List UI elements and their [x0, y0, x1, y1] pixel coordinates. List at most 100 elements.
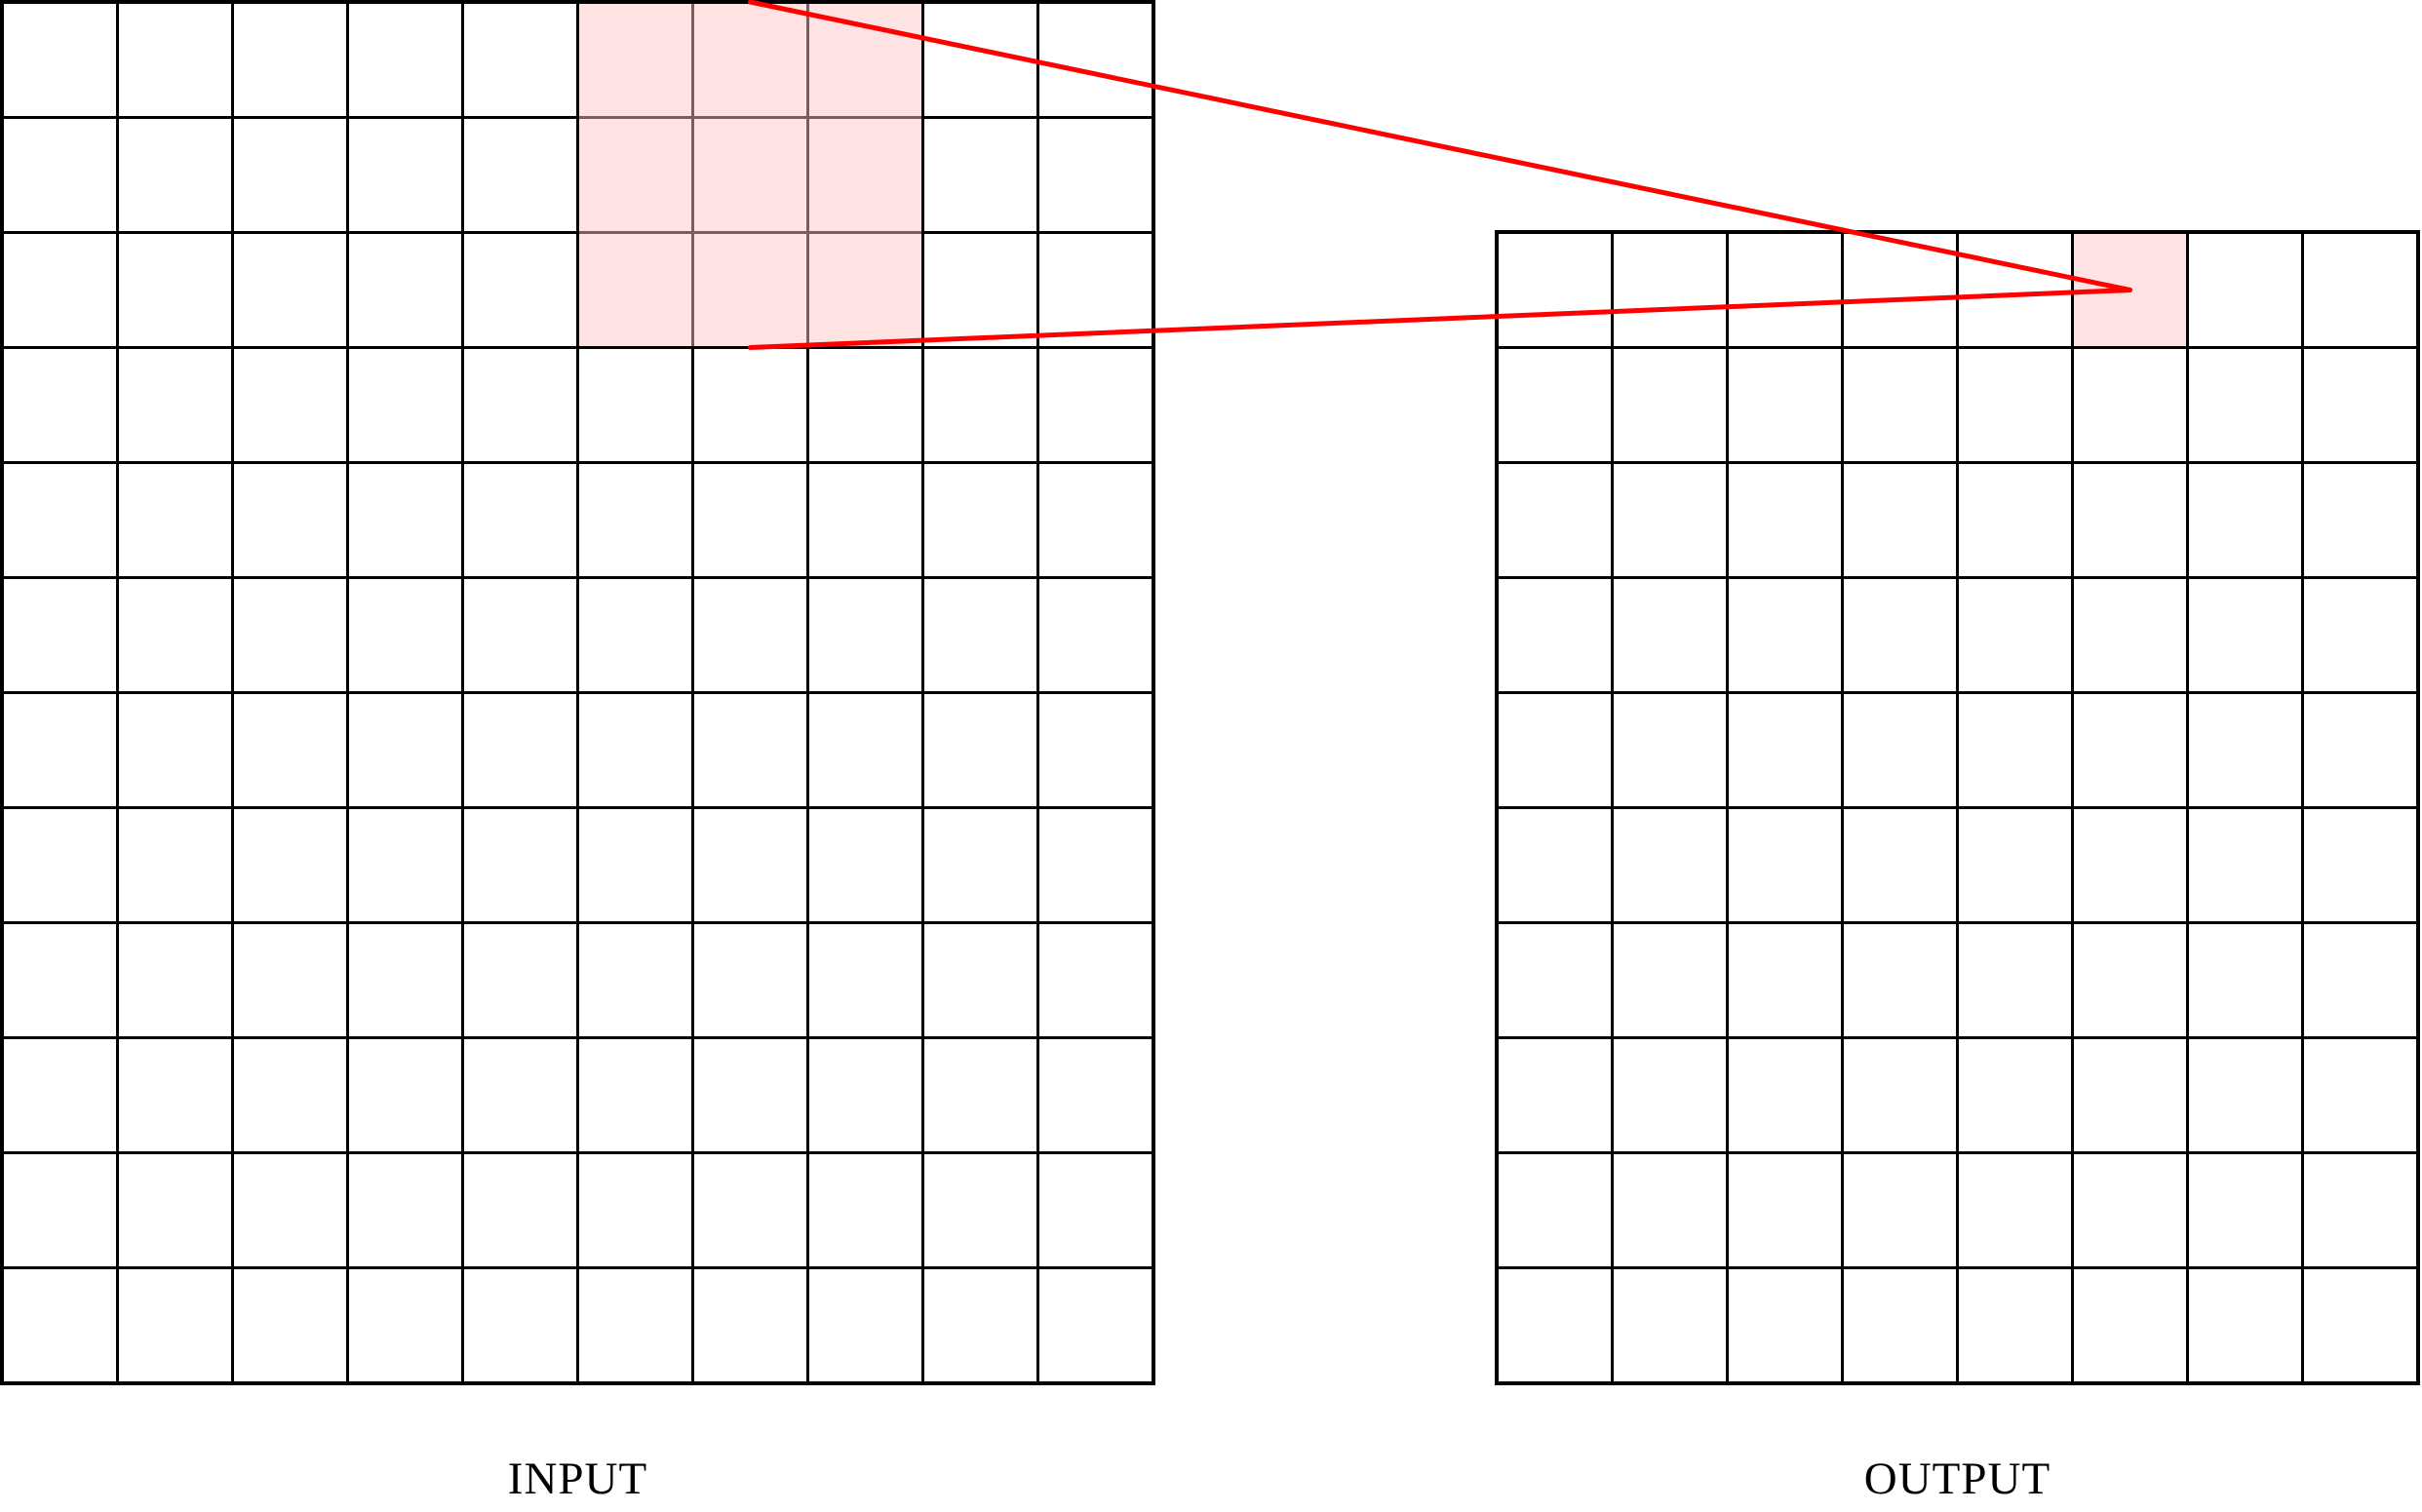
- input-grid-cell: [4, 809, 116, 921]
- input-grid-cell: [4, 579, 116, 691]
- output-grid-label: OUTPUT: [1863, 1454, 2051, 1504]
- input-grid-cell: [1039, 924, 1152, 1036]
- output-grid-cell: [2189, 809, 2301, 921]
- output-grid-cell: [1729, 464, 1841, 576]
- input-grid-cell: [349, 119, 461, 231]
- output-grid-cell: [1614, 579, 1726, 691]
- input-grid-cell: [809, 349, 921, 461]
- input-grid-cell: [809, 924, 921, 1036]
- output-grid-cell: [1844, 694, 1956, 806]
- input-grid-cell: [809, 809, 921, 921]
- input-grid-cell: [694, 464, 806, 576]
- input-grid-label: INPUT: [507, 1454, 648, 1504]
- output-grid-cell: [1959, 1039, 2071, 1151]
- input-grid-cell: [234, 4, 346, 116]
- output-grid-cell: [1844, 1039, 1956, 1151]
- output-grid-cell: [1499, 924, 1611, 1036]
- output-grid-cell: [1499, 349, 1611, 461]
- input-grid-cell: [4, 1154, 116, 1266]
- input-grid-cell: [1039, 234, 1152, 346]
- output-grid-cell: [2189, 1269, 2301, 1381]
- input-grid-cell: [464, 234, 576, 346]
- input-grid-cell: [119, 809, 231, 921]
- output-grid-cell: [1499, 809, 1611, 921]
- input-grid-cell: [119, 464, 231, 576]
- input-grid-cell: [924, 579, 1036, 691]
- input-grid-cell: [234, 579, 346, 691]
- input-grid-cell: [694, 809, 806, 921]
- input-grid-cell: [1039, 349, 1152, 461]
- output-grid-cell: [1499, 1154, 1611, 1266]
- output-grid-cell: [2074, 464, 2186, 576]
- input-grid-cell: [579, 924, 691, 1036]
- input-grid-cell: [464, 119, 576, 231]
- output-grid-cell: [1844, 349, 1956, 461]
- input-grid-cell: [349, 349, 461, 461]
- output-grid-cell: [2189, 464, 2301, 576]
- input-grid-cell: [349, 464, 461, 576]
- input-grid-cell: [924, 119, 1036, 231]
- input-grid-cell: [579, 234, 691, 346]
- input-grid-cell: [694, 694, 806, 806]
- output-grid-cell: [1614, 1039, 1726, 1151]
- input-grid-cell: [119, 349, 231, 461]
- input-grid-cell: [579, 1269, 691, 1381]
- input-grid-cell: [924, 4, 1036, 116]
- output-grid-cell: [1614, 694, 1726, 806]
- output-grid-cell: [1614, 924, 1726, 1036]
- input-grid-cell: [464, 1269, 576, 1381]
- output-grid-cell: [1614, 349, 1726, 461]
- output-grid-cell: [1729, 1154, 1841, 1266]
- output-grid-cell: [1959, 349, 2071, 461]
- input-grid-cell: [1039, 1154, 1152, 1266]
- output-grid-cell: [1499, 579, 1611, 691]
- output-grid-cell: [1729, 234, 1841, 346]
- output-grid-cell: [2074, 349, 2186, 461]
- input-grid-cell: [119, 1269, 231, 1381]
- input-grid-cell: [694, 234, 806, 346]
- output-grid-cell: [1844, 924, 1956, 1036]
- input-grid-cell: [349, 809, 461, 921]
- input-grid-cell: [349, 1269, 461, 1381]
- output-grid-cell: [1499, 1269, 1611, 1381]
- input-grid-cell: [1039, 1039, 1152, 1151]
- input-grid-cell: [694, 579, 806, 691]
- input-grid-cell: [809, 119, 921, 231]
- input-grid-cell: [4, 1269, 116, 1381]
- input-grid-cell: [234, 234, 346, 346]
- input-grid-cell: [579, 1154, 691, 1266]
- input-grid-cell: [464, 464, 576, 576]
- input-grid-cell: [349, 694, 461, 806]
- output-grid-cell: [1959, 1269, 2071, 1381]
- output-highlighted-cell: [2074, 234, 2186, 346]
- input-grid-cell: [809, 1154, 921, 1266]
- output-grid-cell: [1844, 809, 1956, 921]
- output-grid-cell: [1844, 234, 1956, 346]
- input-grid-cell: [464, 349, 576, 461]
- input-grid-cell: [119, 4, 231, 116]
- output-grid-cell: [2074, 809, 2186, 921]
- output-grid-cell: [1959, 1154, 2071, 1266]
- input-grid-cell: [234, 1039, 346, 1151]
- output-grid-cell: [2189, 1154, 2301, 1266]
- output-grid-cell: [2074, 1154, 2186, 1266]
- input-grid-cell: [694, 924, 806, 1036]
- input-grid-cell: [924, 694, 1036, 806]
- input-grid-cell: [4, 349, 116, 461]
- input-grid-cell: [579, 119, 691, 231]
- input-grid-cell: [809, 234, 921, 346]
- input-grid-cell: [349, 234, 461, 346]
- output-grid-cell: [2189, 924, 2301, 1036]
- output-grid-cell: [2189, 694, 2301, 806]
- input-grid-cell: [4, 694, 116, 806]
- input-grid-cell: [924, 924, 1036, 1036]
- output-grid-cell: [2304, 579, 2416, 691]
- input-grid-cell: [809, 1039, 921, 1151]
- output-grid-cell: [2074, 1269, 2186, 1381]
- input-grid-cell: [1039, 1269, 1152, 1381]
- input-grid-cell: [234, 694, 346, 806]
- output-grid-cell: [1499, 1039, 1611, 1151]
- output-grid-cell: [2074, 579, 2186, 691]
- output-grid-cell: [1959, 464, 2071, 576]
